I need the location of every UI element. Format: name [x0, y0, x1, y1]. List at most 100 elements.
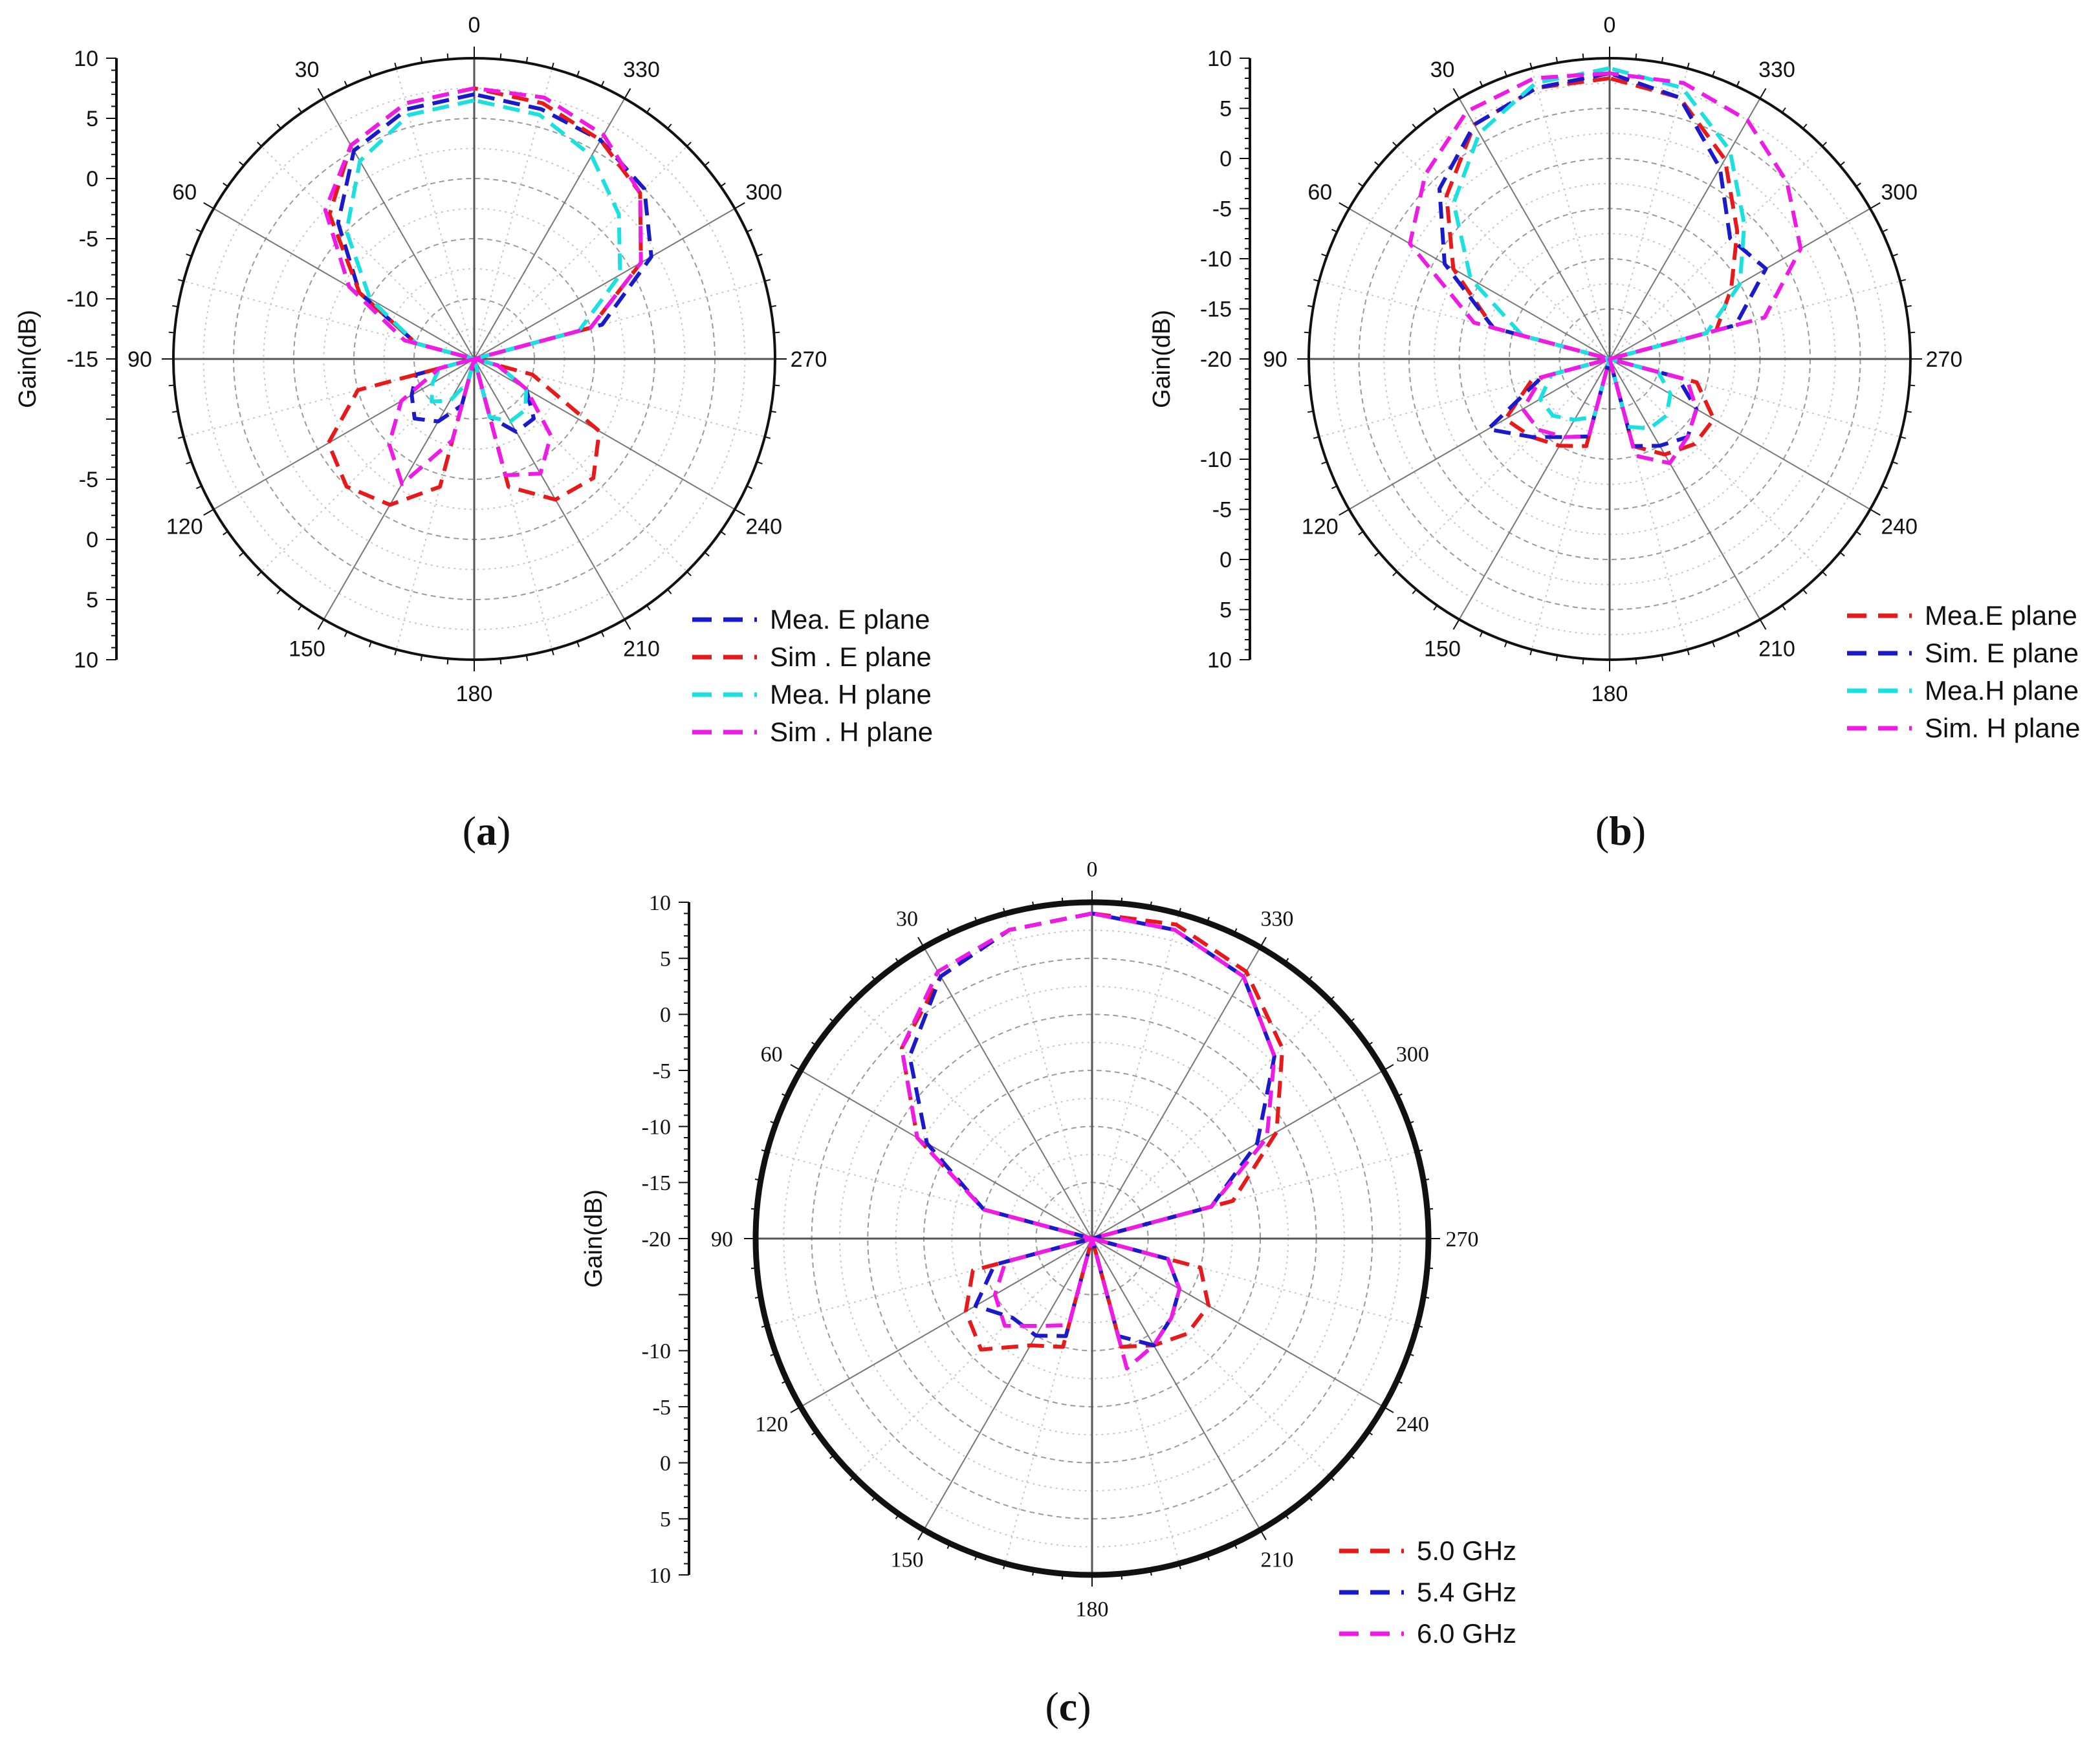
angle-label-150: 150: [289, 637, 325, 662]
angle-tick: [239, 552, 245, 557]
angle-tick: [368, 641, 372, 647]
minor-spoke: [1318, 280, 1610, 360]
angle-tick: [1150, 901, 1152, 908]
angle-tick: [600, 631, 605, 638]
angle-label-300: 300: [1881, 180, 1918, 204]
minor-spoke: [1609, 146, 1823, 360]
angle-label-60: 60: [1307, 180, 1332, 204]
angle-label-180: 180: [456, 682, 493, 706]
angle-tick: [1736, 80, 1740, 87]
angle-tick: [1781, 605, 1786, 611]
gain-tick-label: -15: [642, 1171, 671, 1195]
angle-tick: [1822, 142, 1827, 147]
angle-tick: [1307, 1495, 1313, 1501]
spoke-60: [1348, 208, 1610, 360]
angle-tick: [770, 305, 776, 308]
angle-tick: [276, 589, 281, 594]
gain-tick-label: 0: [660, 1452, 671, 1476]
angle-tick: [1313, 279, 1320, 282]
angle-tick: [1233, 928, 1238, 935]
angle-label-270: 270: [1446, 1228, 1479, 1252]
minor-spoke: [1609, 68, 1689, 360]
angle-label-180: 180: [1076, 1598, 1109, 1621]
legend-item: 6.0 GHz: [1339, 1618, 1516, 1649]
spoke-330: [1091, 947, 1261, 1239]
angle-tick: [1121, 1573, 1123, 1580]
angle-tick: [686, 142, 692, 147]
angle-tick: [1349, 1454, 1355, 1459]
angle-tick: [1529, 62, 1533, 69]
angle-tick: [1408, 1121, 1414, 1125]
angle-tick: [1032, 1569, 1034, 1576]
gain-tick-label: -5: [653, 1059, 671, 1083]
angle-tick: [1321, 461, 1328, 465]
angle-tick: [1178, 1563, 1181, 1570]
gain-tick-label: -5: [1212, 497, 1232, 522]
angle-tick: [811, 1041, 817, 1046]
angle-label-240: 240: [745, 514, 782, 539]
legend-label: Sim . H plane: [770, 717, 933, 747]
angle-tick: [1661, 655, 1664, 661]
angle-tick: [420, 57, 423, 63]
gain-tick-label: 10: [1207, 648, 1232, 673]
angle-tick: [829, 1018, 835, 1023]
legend-item: 5.0 GHz: [1339, 1535, 1516, 1566]
angle-tick: [1905, 410, 1912, 413]
minor-spoke: [1396, 146, 1610, 360]
angle-label-180: 180: [1591, 682, 1628, 706]
angle-tick: [177, 436, 184, 439]
angle-label-60: 60: [761, 1043, 783, 1067]
angle-tick: [1260, 1529, 1267, 1541]
spoke-30: [323, 98, 475, 360]
angle-tick: [624, 88, 631, 99]
angle-tick: [168, 384, 175, 387]
spoke-330: [1609, 98, 1761, 360]
spoke-150: [1458, 358, 1610, 620]
angle-tick: [756, 461, 763, 465]
angle-label-330: 330: [1261, 907, 1294, 931]
polar-chart-b: 0 30 60 90 120 150 180 210 240 270 300 330 10 5 0 -5 -10…: [1148, 13, 2080, 743]
caption-b: (b): [1595, 808, 1646, 854]
angle-tick: [1479, 80, 1483, 87]
angle-tick: [1839, 552, 1845, 557]
angle-tick: [1555, 655, 1559, 661]
gain-tick-label: -10: [642, 1116, 671, 1140]
angle-label-270: 270: [1926, 347, 1963, 372]
spoke-120: [800, 1238, 1093, 1407]
angle-tick: [1392, 142, 1397, 147]
polar-chart-c: 0 30 60 90 120 150 180 210 240 270 300 330 10 5 0 -5 -10…: [580, 858, 1516, 1649]
gain-tick-label: 10: [74, 47, 98, 71]
angle-tick: [782, 1093, 788, 1098]
angle-label-30: 30: [295, 58, 320, 82]
angle-tick: [1905, 305, 1912, 308]
gain-tick-label: 0: [86, 167, 98, 191]
spoke-150: [923, 1238, 1093, 1530]
angle-label-120: 120: [1302, 514, 1339, 539]
angle-tick: [1870, 508, 1881, 516]
minor-spoke: [183, 280, 475, 360]
angle-tick: [1396, 1380, 1403, 1384]
series-line-sim-h-plane: [323, 86, 643, 486]
angle-tick: [754, 1296, 761, 1299]
spoke-60: [800, 1070, 1093, 1239]
angle-tick: [1260, 937, 1267, 948]
angle-tick: [761, 1149, 767, 1153]
gain-tick-label: -5: [653, 1396, 671, 1420]
angle-tick: [344, 631, 348, 638]
angle-tick: [1635, 53, 1637, 60]
angle-tick: [317, 619, 325, 630]
gain-tick-label: -10: [642, 1339, 671, 1363]
gain-tick-label-center: -15: [67, 347, 98, 372]
minor-spoke: [1609, 358, 1823, 572]
angle-tick: [203, 508, 214, 516]
gain-tick-label: 5: [660, 948, 671, 971]
legend-label: Sim . E plane: [770, 642, 932, 672]
minor-spoke: [474, 358, 553, 650]
legend-label: Mea.H plane: [1925, 675, 2079, 706]
angle-tick: [686, 571, 692, 576]
angle-tick: [1417, 1325, 1423, 1328]
angle-tick: [1313, 436, 1320, 439]
angle-tick: [1331, 228, 1337, 233]
angle-tick: [1909, 331, 1916, 334]
angle-label-210: 210: [1758, 637, 1795, 662]
